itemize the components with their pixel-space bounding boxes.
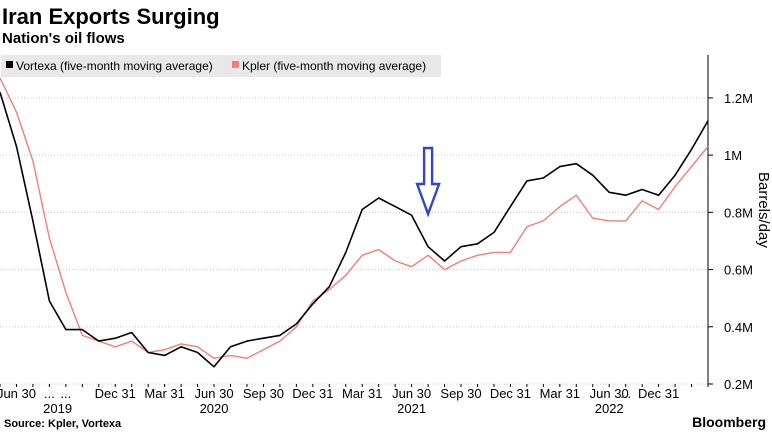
legend-swatch-vortexa — [6, 61, 13, 68]
x-year-label: 2022 — [595, 401, 624, 416]
y-tick-label: 0.2M — [724, 377, 753, 392]
x-tick-label: Mar 31 — [540, 386, 580, 401]
legend-label-vortexa: Vortexa (five-month moving average) — [16, 59, 213, 73]
legend-swatch-kpler — [232, 61, 239, 68]
x-tick-label: ... — [60, 386, 71, 401]
x-year-label: 2019 — [43, 401, 72, 416]
gridlines — [0, 97, 708, 385]
x-tick-label: ... — [44, 386, 55, 401]
y-axis-label: Barrels/day — [755, 172, 772, 248]
x-tick-label: Mar 31 — [342, 386, 382, 401]
y-tick-label: 0.8M — [724, 205, 753, 220]
legend-label-kpler: Kpler (five-month moving average) — [242, 59, 426, 73]
x-tick-label: Dec 31 — [95, 386, 136, 401]
x-year-label: 2021 — [397, 401, 426, 416]
series-line-vortexa — [0, 91, 709, 368]
annotation — [415, 146, 441, 218]
series-line-kpler — [0, 77, 709, 359]
x-year-label: 2020 — [200, 401, 229, 416]
y-tick-label: 0.6M — [724, 263, 753, 278]
legend-background — [1, 55, 441, 77]
y-tick-label: 1.2M — [724, 91, 753, 106]
x-tick-label: Mar 31 — [144, 386, 184, 401]
x-tick-label: Dec 31 — [638, 386, 679, 401]
bloomberg-logo: Bloomberg — [692, 414, 766, 430]
y-tick-label: 0.4M — [724, 320, 753, 335]
x-tick-label: Jun 30 — [392, 386, 431, 401]
legend: Vortexa (five-month moving average) Kple… — [1, 55, 441, 77]
x-tick-label: Jun 30 — [0, 386, 36, 401]
series-lines — [0, 77, 709, 368]
chart-subtitle: Nation's oil flows — [2, 30, 125, 47]
x-tick-label: ... — [620, 386, 631, 401]
source-note: Source: Kpler, Vortexa — [4, 418, 122, 430]
down-arrow-icon — [415, 146, 441, 218]
x-tick-label: Sep 30 — [440, 386, 481, 401]
x-tick-label: Dec 31 — [292, 386, 333, 401]
x-tick-label: Jun 30 — [590, 386, 629, 401]
x-tick-label: Sep 30 — [243, 386, 284, 401]
x-tick-label: Dec 31 — [490, 386, 531, 401]
axes: 0.2M 0.4M 0.6M 0.8M 1M 1.2M Jun 30...... Dec 31… — [0, 55, 753, 416]
x-tick-label: Jun 30 — [195, 386, 234, 401]
chart-title: Iran Exports Surging — [2, 4, 220, 29]
y-tick-label: 1M — [724, 148, 742, 163]
